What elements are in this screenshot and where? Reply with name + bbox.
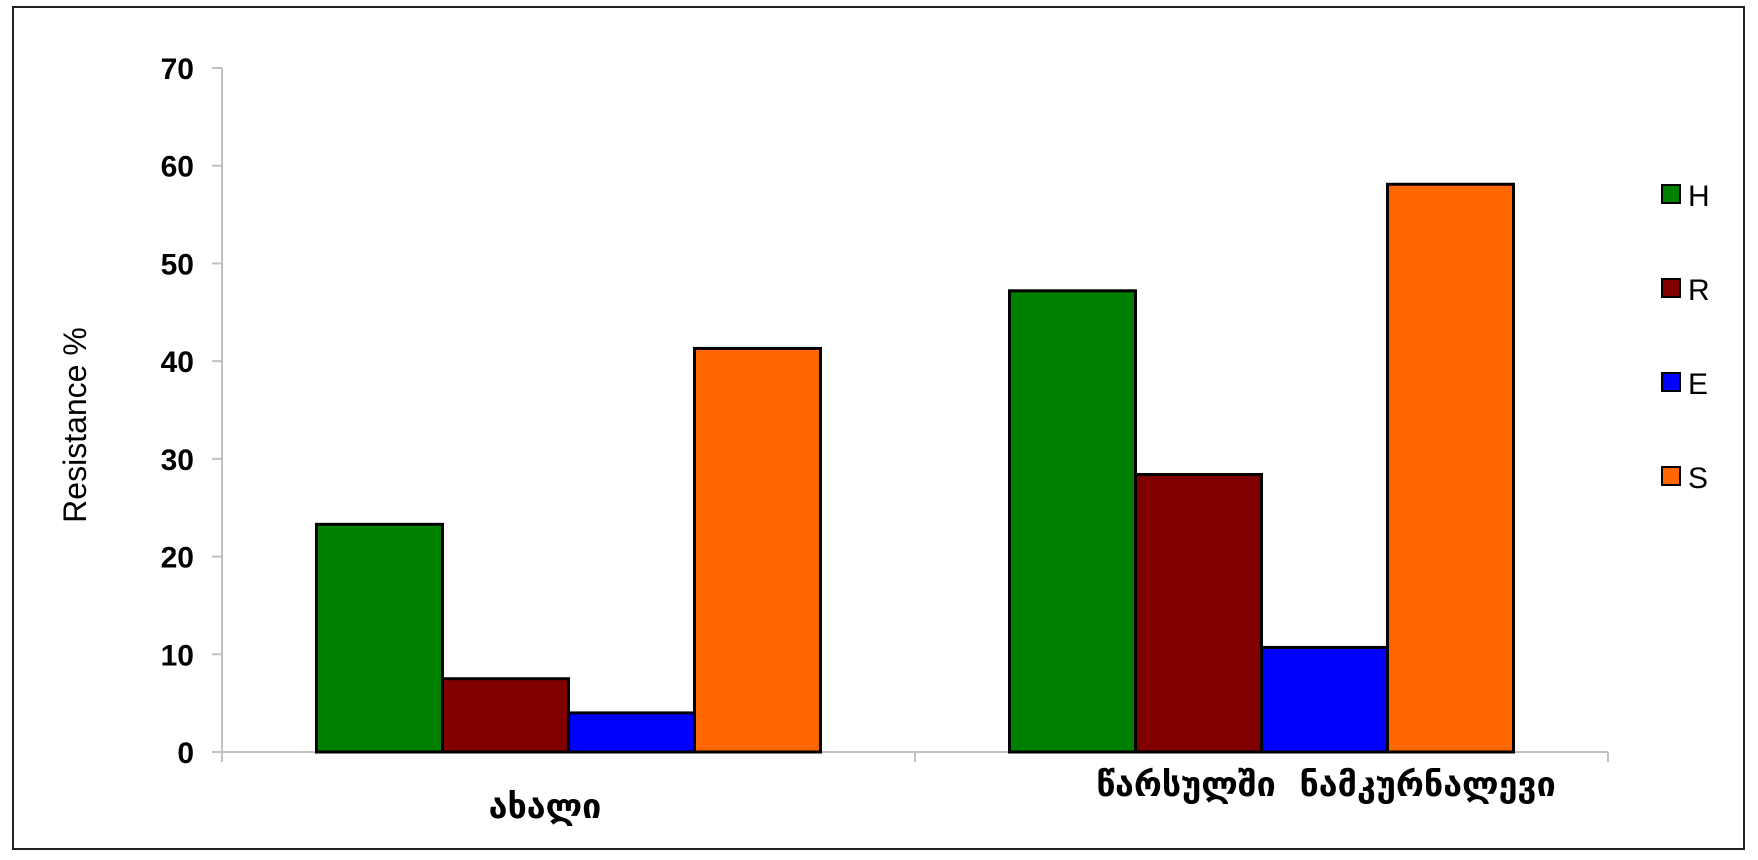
y-tick-label: 30 [161, 444, 194, 477]
category-label: ახალი [489, 787, 602, 827]
y-axis-label: Resistance % [57, 327, 93, 523]
y-tick-label: 70 [161, 53, 194, 86]
y-tick-label: 0 [177, 737, 194, 770]
bar-E-1 [567, 711, 696, 754]
y-tick-label: 40 [161, 346, 194, 379]
y-axis-ticks: 0 10 20 30 40 50 60 70 [161, 53, 222, 770]
bar-H-1 [315, 522, 444, 754]
legend-label-R: R [1688, 274, 1710, 307]
bar-E-2 [1260, 645, 1389, 754]
legend-label-S: S [1688, 462, 1708, 495]
legend-swatch-H [1661, 184, 1681, 204]
y-tick-label: 10 [161, 639, 194, 672]
legend-label-H: H [1688, 180, 1710, 213]
legend-swatch-R [1661, 278, 1681, 298]
category-labels: ახალი წარსულში ნამკურნალევი [489, 765, 1556, 827]
y-tick-label: 60 [161, 151, 194, 184]
y-tick-label: 20 [161, 542, 194, 575]
legend: H R E S [1661, 180, 1710, 495]
bar-S-1 [693, 346, 822, 754]
bar-S-2 [1386, 182, 1515, 754]
category-label: წარსულში ნამკურნალევი [1096, 765, 1556, 805]
legend-label-E: E [1688, 368, 1708, 401]
y-tick-label: 50 [161, 248, 194, 281]
bar-R-1 [441, 677, 570, 754]
legend-swatch-S [1661, 466, 1681, 486]
bar-H-2 [1008, 289, 1137, 754]
bars [315, 182, 1515, 754]
bar-R-2 [1134, 472, 1263, 754]
legend-swatch-E [1661, 372, 1681, 392]
